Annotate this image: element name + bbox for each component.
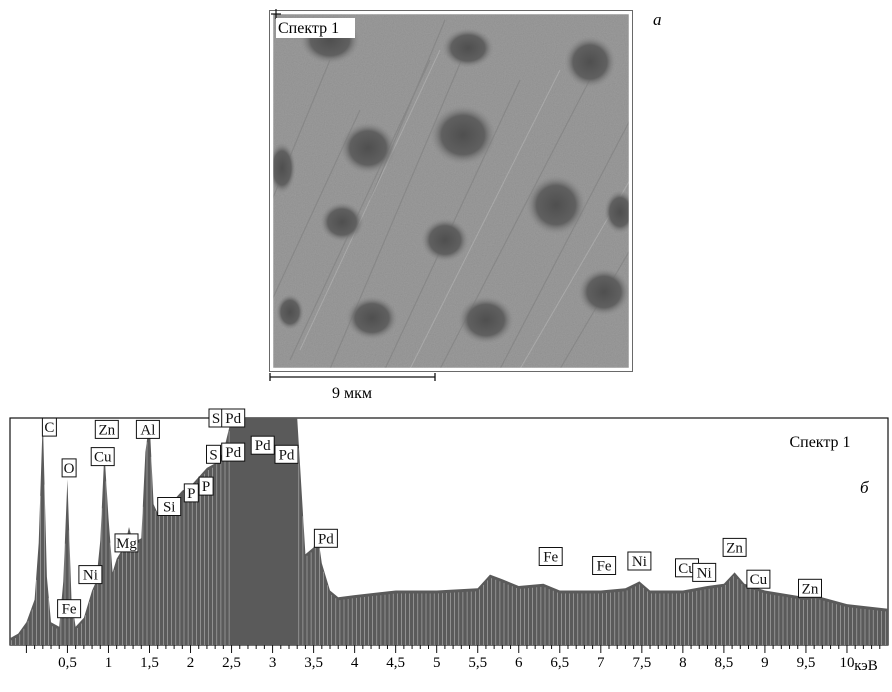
- x-tick-label: 5: [433, 655, 441, 671]
- x-tick-label: 10: [839, 655, 854, 671]
- panel-b-label: б: [860, 478, 869, 497]
- svg-text:Al: Al: [140, 422, 155, 438]
- peak-label: Pd: [250, 435, 275, 455]
- peak-label: Pd: [313, 528, 338, 548]
- micrograph-spectrum-label: Спектр 1: [278, 20, 339, 37]
- svg-text:Fe: Fe: [62, 602, 77, 618]
- peak-label: O: [61, 458, 77, 478]
- svg-text:Pd: Pd: [225, 445, 241, 461]
- svg-text:O: O: [64, 461, 75, 477]
- chart-spectrum-label: Спектр 1: [789, 434, 850, 451]
- svg-text:Pd: Pd: [279, 447, 295, 463]
- x-tick-label: 3: [269, 655, 277, 671]
- peak-label: Fe: [592, 556, 617, 575]
- x-tick-label: 9: [761, 655, 769, 671]
- crosshair-icon: [271, 9, 281, 19]
- x-tick-label: 8: [679, 655, 687, 671]
- svg-text:P: P: [202, 479, 210, 495]
- peak-label: Si: [157, 497, 182, 516]
- svg-text:Pd: Pd: [225, 411, 241, 427]
- x-tick-label: 9,5: [797, 655, 816, 671]
- x-tick-label: 7,5: [632, 655, 651, 671]
- x-tick-label: 1: [105, 655, 113, 671]
- peak-label: Zn: [722, 537, 747, 557]
- peak-label: Ni: [627, 551, 652, 571]
- scale-bar: [269, 373, 436, 381]
- spectrum-chart: 0,5 1 1,5 2 2,5 3 3,5 4 4,5 5 5,5 6 6,5 7 7,5 8 8,5 9 9,5 1…: [9, 408, 889, 674]
- svg-text:C: C: [44, 420, 54, 436]
- spectrum-area: [10, 418, 888, 645]
- svg-text:Pd: Pd: [318, 531, 334, 547]
- x-tick-label: 2: [187, 655, 195, 671]
- micrograph-image: [272, 13, 630, 369]
- svg-text:Zn: Zn: [726, 540, 743, 556]
- peak-label: Zn: [798, 578, 822, 598]
- svg-text:Fe: Fe: [543, 550, 558, 566]
- x-tick-label: 1,5: [140, 655, 159, 671]
- peak-label: Zn: [94, 419, 119, 439]
- x-tick-label: 3,5: [304, 655, 323, 671]
- spectrum-label-bg: [276, 18, 355, 38]
- svg-text:Mg: Mg: [116, 536, 137, 552]
- x-tick-label: 6: [515, 655, 523, 671]
- panel-a-label: а: [653, 10, 662, 29]
- peak-label: Mg: [114, 533, 139, 553]
- peak-label: Cu: [746, 569, 771, 589]
- spectrum-series: [10, 418, 888, 645]
- x-tick-label: 8,5: [715, 655, 734, 671]
- svg-text:Cu: Cu: [750, 572, 768, 588]
- svg-text:Cu: Cu: [94, 450, 112, 466]
- peak-label: Ni: [78, 565, 103, 585]
- svg-text:Ni: Ni: [697, 565, 712, 581]
- x-axis-title: кэВ: [854, 658, 878, 674]
- peak-label: S: [206, 444, 221, 464]
- peak-label: Al: [135, 419, 160, 439]
- x-tick-label: 2,5: [222, 655, 241, 671]
- peak-label: P: [198, 476, 214, 496]
- spectrum-area-frame: [270, 11, 632, 371]
- micrograph-panel: Спектр 1 а 9 мкм: [269, 9, 662, 402]
- peak-label: Ni: [692, 562, 717, 582]
- peak-label: S: [208, 408, 224, 428]
- svg-text:Ni: Ni: [632, 554, 647, 570]
- svg-text:Pd: Pd: [255, 438, 271, 454]
- svg-text:Zn: Zn: [802, 581, 819, 597]
- svg-text:Zn: Zn: [98, 422, 115, 438]
- peak-label: Pd: [221, 408, 246, 428]
- x-axis: 0,5 1 1,5 2 2,5 3 3,5 4 4,5 5 5,5 6 6,5 7 7,5 8 8,5 9 9,5 1…: [25, 645, 881, 671]
- x-tick-label: 0,5: [58, 655, 77, 671]
- x-tick-label: 4: [351, 655, 359, 671]
- x-tick-label: 5,5: [468, 655, 487, 671]
- peak-label: Pd: [221, 442, 246, 462]
- x-tick-label: 6,5: [550, 655, 569, 671]
- svg-text:Si: Si: [163, 500, 176, 516]
- x-tick-label: 7: [597, 655, 605, 671]
- svg-text:P: P: [187, 486, 195, 502]
- peak-label: P: [183, 483, 199, 503]
- scale-bar-label: 9 мкм: [332, 385, 372, 402]
- peak-label: Pd: [274, 444, 299, 464]
- svg-text:Ni: Ni: [83, 568, 98, 584]
- svg-text:S: S: [212, 411, 220, 427]
- peak-label: Fe: [538, 547, 563, 566]
- peak-label: C: [41, 417, 57, 437]
- peak-label: Cu: [90, 447, 115, 467]
- svg-text:S: S: [209, 447, 217, 463]
- spectrum-channel-lines: [11, 431, 886, 645]
- svg-text:Cu: Cu: [678, 561, 696, 577]
- x-tick-label: 4,5: [386, 655, 405, 671]
- svg-text:Fe: Fe: [597, 559, 612, 575]
- peak-label: Fe: [57, 599, 82, 619]
